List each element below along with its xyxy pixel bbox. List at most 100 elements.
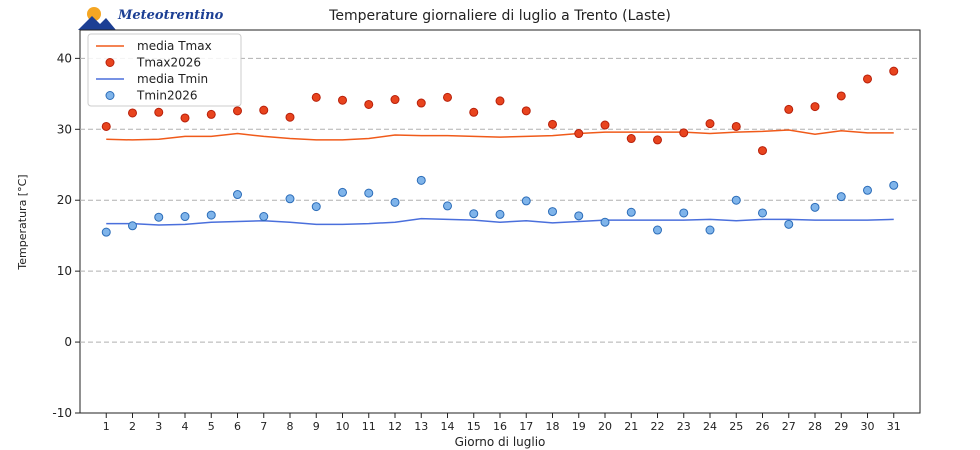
data-point	[836, 192, 846, 202]
data-point	[495, 96, 505, 106]
logo-mark-icon	[78, 7, 116, 30]
x-tick-label: 21	[624, 420, 638, 433]
y-tick-label: 10	[57, 264, 72, 278]
data-point	[285, 112, 295, 122]
data-point	[521, 106, 531, 116]
data-point	[233, 106, 242, 116]
data-point	[810, 102, 820, 112]
x-tick-label: 7	[260, 420, 267, 433]
data-point	[758, 208, 767, 218]
data-point	[731, 195, 741, 205]
x-tick-label: 18	[546, 420, 560, 433]
data-point	[469, 209, 479, 219]
data-point	[836, 91, 846, 101]
data-point	[180, 113, 190, 123]
data-point	[311, 202, 321, 212]
x-tick-label: 29	[834, 420, 848, 433]
data-point	[206, 210, 216, 220]
data-point	[758, 146, 767, 156]
x-tick-label: 19	[572, 420, 586, 433]
data-point	[784, 104, 794, 114]
data-point	[128, 108, 137, 118]
data-point	[548, 207, 557, 217]
data-point	[679, 208, 689, 218]
x-tick-label: 10	[336, 420, 350, 433]
data-point	[889, 66, 899, 76]
data-point	[154, 107, 164, 117]
x-tick-label: 6	[234, 420, 241, 433]
y-tick-label: 30	[57, 122, 72, 136]
x-tick-label: 12	[388, 420, 402, 433]
x-tick-label: 17	[519, 420, 533, 433]
x-tick-label: 2	[129, 420, 136, 433]
data-point	[653, 135, 662, 145]
data-point	[180, 212, 190, 222]
y-tick-label: 40	[57, 51, 72, 65]
chart-title: Temperature giornaliere di luglio a Tren…	[328, 8, 671, 24]
logo-text: Meteotrentino	[118, 8, 224, 23]
data-point	[705, 225, 715, 235]
data-point	[626, 207, 636, 217]
data-point	[128, 221, 137, 231]
data-point	[521, 196, 531, 206]
data-point	[469, 107, 479, 117]
x-axis-ticks: 1 2 3 4 5 6 7 8 9 10 11 12 13 14 15 16 17 18 19 20 21 22 23 24 2…	[103, 413, 901, 433]
data-point	[731, 121, 741, 131]
data-point	[416, 98, 426, 108]
data-point	[443, 201, 452, 211]
x-tick-label: 26	[756, 420, 770, 433]
x-tick-label: 24	[703, 420, 717, 433]
data-point	[600, 217, 610, 227]
data-point	[416, 175, 426, 185]
x-tick-label: 23	[677, 420, 691, 433]
legend-marker-swatch	[105, 58, 115, 67]
x-tick-label: 25	[729, 420, 743, 433]
legend: media Tmax Tmax2026 media Tmin Tmin2026	[87, 33, 242, 107]
data-point	[285, 194, 295, 204]
series-line	[106, 129, 894, 141]
x-tick-label: 8	[287, 420, 294, 433]
data-point	[338, 187, 347, 197]
data-point	[600, 120, 610, 130]
legend-marker-swatch	[105, 91, 115, 100]
data-point	[863, 185, 872, 195]
data-point	[101, 227, 111, 237]
data-point	[705, 119, 715, 129]
meteotrentino-logo: Meteotrentino	[78, 2, 223, 32]
data-point	[889, 180, 899, 190]
y-tick-label: -10	[52, 406, 72, 420]
data-point	[259, 212, 269, 222]
x-tick-label: 28	[808, 420, 822, 433]
legend-box	[87, 33, 242, 107]
data-point	[626, 134, 636, 144]
legend-label: media Tmin	[137, 72, 208, 86]
data-point	[390, 197, 400, 207]
legend-label: media Tmax	[137, 39, 212, 53]
y-axis-label: Temperatura [°C]	[16, 174, 29, 270]
legend-label: Tmax2026	[136, 56, 201, 70]
data-point	[364, 99, 374, 109]
x-tick-label: 14	[441, 420, 455, 433]
x-tick-label: 20	[598, 420, 612, 433]
series-line	[106, 217, 894, 226]
data-point	[548, 119, 557, 129]
data-point	[338, 95, 347, 105]
x-tick-label: 31	[887, 420, 901, 433]
y-tick-label: 20	[57, 193, 72, 207]
data-point	[364, 188, 374, 198]
data-point	[574, 211, 584, 221]
data-point	[574, 129, 584, 139]
data-point	[810, 202, 820, 212]
data-point	[259, 105, 269, 115]
data-point	[233, 190, 242, 200]
x-tick-label: 16	[493, 420, 507, 433]
data-point	[653, 225, 662, 235]
series-layer	[101, 66, 899, 237]
x-tick-label: 22	[651, 420, 665, 433]
data-point	[443, 92, 452, 102]
x-tick-label: 11	[362, 420, 376, 433]
x-tick-label: 9	[313, 420, 320, 433]
data-point	[863, 74, 872, 84]
x-tick-label: 15	[467, 420, 481, 433]
